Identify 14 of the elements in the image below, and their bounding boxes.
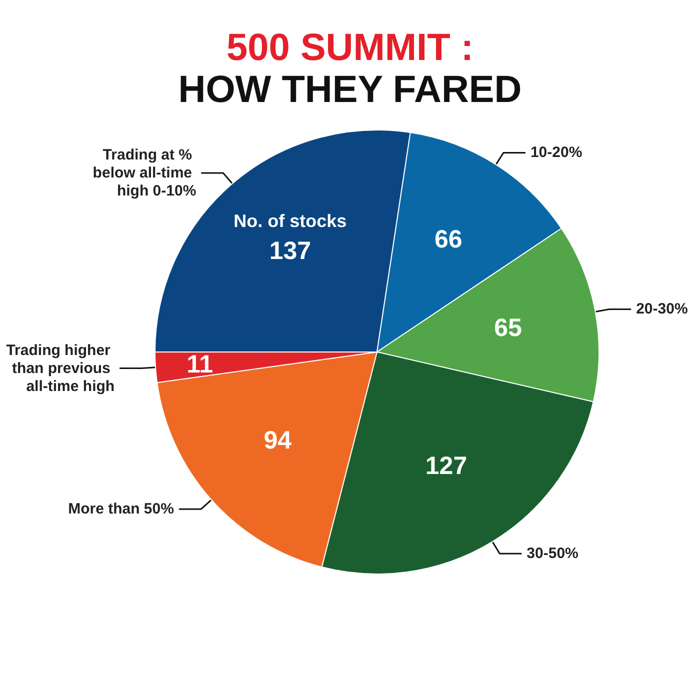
chart-title: 500 SUMMIT : HOW THEY FARED	[178, 27, 522, 111]
slice-label: Trading at % below all-time high 0-10%	[92, 146, 196, 200]
data-label: 65	[494, 314, 522, 342]
data-label: 66	[434, 226, 462, 254]
data-label: 137	[269, 236, 312, 265]
slice-label: 30-50%	[526, 545, 578, 562]
data-label: 11	[186, 350, 214, 378]
slice-label: More than 50%	[68, 500, 174, 518]
slice-label: Trading higher than previous all-time high	[6, 342, 115, 395]
data-label: 127	[425, 452, 468, 480]
text: No. of stocks	[234, 210, 347, 231]
slice-label: 20-30%	[636, 300, 688, 318]
slice-label: 10-20%	[530, 144, 582, 162]
data-label: 94	[264, 426, 292, 455]
